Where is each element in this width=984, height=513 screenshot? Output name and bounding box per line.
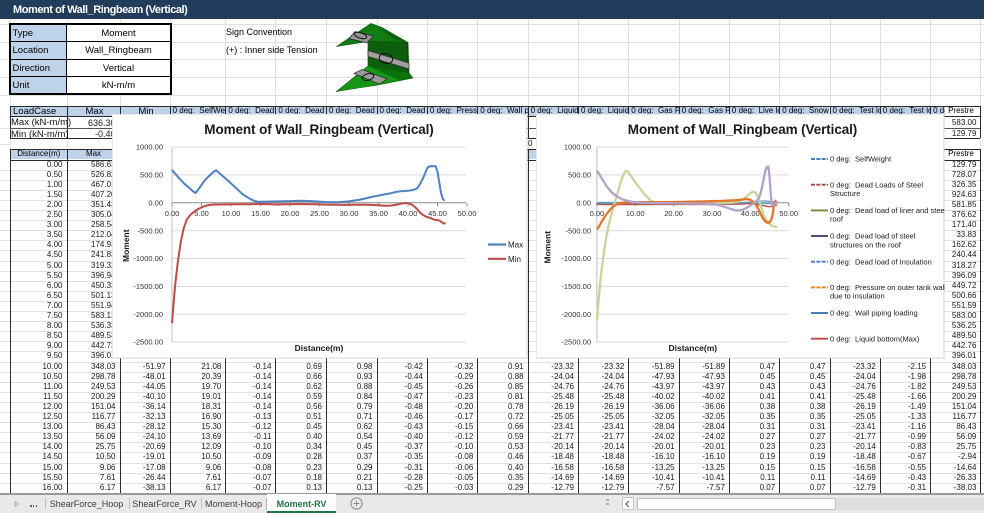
svg-text:0 deg: Dead load of steel: 0 deg: Dead load of steel	[830, 232, 916, 241]
svg-text:Distance(m): Distance(m)	[295, 343, 344, 353]
svg-text:-1500.00: -1500.00	[561, 282, 591, 291]
svg-text:30.00: 30.00	[340, 209, 359, 218]
svg-text:30.00: 30.00	[702, 209, 721, 218]
svg-text:0 deg: Wall piping loading: 0 deg: Wall piping loading	[830, 309, 918, 318]
svg-text:-1000.00: -1000.00	[133, 254, 163, 263]
svg-text:0.00: 0.00	[576, 198, 591, 207]
svg-text:20.00: 20.00	[281, 209, 300, 218]
svg-text:50.00: 50.00	[779, 209, 798, 218]
svg-text:-2500.00: -2500.00	[133, 338, 163, 347]
svg-text:Moment of Wall_Ringbeam (Verti: Moment of Wall_Ringbeam (Vertical)	[204, 122, 433, 137]
svg-text:40.00: 40.00	[399, 209, 418, 218]
svg-text:-1000.00: -1000.00	[561, 254, 591, 263]
svg-text:-2000.00: -2000.00	[561, 310, 591, 319]
svg-text:40.00: 40.00	[740, 209, 759, 218]
svg-text:45.00: 45.00	[428, 209, 447, 218]
svg-text:Moment: Moment	[542, 231, 552, 264]
svg-text:1000.00: 1000.00	[563, 143, 590, 152]
svg-text:0 deg: Dead load of Insulatio: 0 deg: Dead load of Insulation	[830, 257, 932, 266]
svg-text:structures on the roof: structures on the roof	[830, 240, 902, 249]
svg-text:0.00: 0.00	[589, 209, 604, 218]
svg-text:-2000.00: -2000.00	[133, 310, 163, 319]
svg-text:500.00: 500.00	[140, 171, 163, 180]
svg-text:Distance(m): Distance(m)	[668, 343, 717, 353]
svg-text:0.00: 0.00	[148, 198, 163, 207]
svg-text:0.00: 0.00	[165, 209, 180, 218]
svg-text:Min: Min	[508, 255, 521, 264]
svg-text:Structure: Structure	[830, 189, 860, 198]
svg-text:-500.00: -500.00	[565, 226, 590, 235]
svg-text:Moment of Wall_Ringbeam (Verti: Moment of Wall_Ringbeam (Vertical)	[627, 122, 856, 137]
svg-text:15.00: 15.00	[251, 209, 270, 218]
svg-text:-500.00: -500.00	[138, 226, 163, 235]
svg-text:Max: Max	[508, 241, 523, 250]
svg-text:0 deg: SelfWeight: 0 deg: SelfWeight	[830, 155, 892, 164]
svg-text:500.00: 500.00	[568, 171, 591, 180]
svg-text:0 deg: Pressure on outer tank: 0 deg: Pressure on outer tank wall	[830, 283, 945, 292]
svg-text:-1500.00: -1500.00	[133, 282, 163, 291]
svg-text:5.00: 5.00	[194, 209, 209, 218]
svg-text:10.00: 10.00	[625, 209, 644, 218]
svg-text:25.00: 25.00	[310, 209, 329, 218]
svg-text:0 deg: Dead load of liner and: 0 deg: Dead load of liner and steel	[830, 206, 945, 215]
svg-text:-2500.00: -2500.00	[561, 338, 591, 347]
svg-text:due to insulation: due to insulation	[830, 292, 885, 301]
svg-text:1000.00: 1000.00	[136, 143, 163, 152]
svg-text:20.00: 20.00	[664, 209, 683, 218]
svg-text:Moment: Moment	[121, 229, 131, 262]
svg-text:50.00: 50.00	[458, 209, 477, 218]
svg-text:10.00: 10.00	[222, 209, 241, 218]
svg-text:0 deg: Dead Loads of Steel: 0 deg: Dead Loads of Steel	[830, 180, 923, 189]
svg-text:0 deg: Liquid bottom(Max): 0 deg: Liquid bottom(Max)	[830, 334, 920, 343]
svg-text:roof: roof	[830, 215, 844, 224]
svg-text:35.00: 35.00	[369, 209, 388, 218]
